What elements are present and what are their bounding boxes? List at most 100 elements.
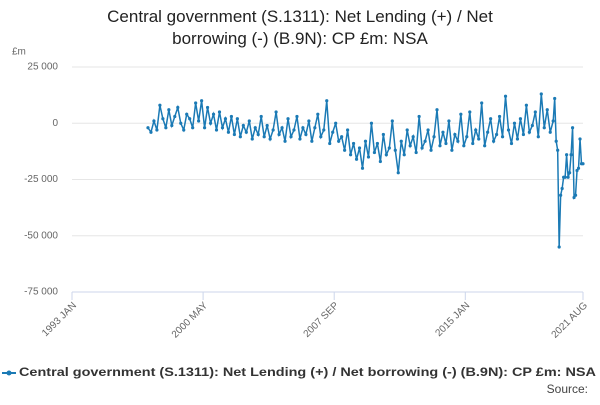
data-point	[262, 135, 266, 139]
data-point	[569, 153, 573, 157]
data-point	[512, 121, 517, 125]
y-tick-label: -50 000	[24, 230, 58, 241]
data-point	[492, 139, 496, 143]
y-tick-label: 0	[52, 118, 58, 129]
data-point	[298, 137, 302, 141]
data-point	[247, 119, 251, 123]
data-point	[256, 132, 260, 137]
data-point	[253, 126, 257, 130]
data-point	[497, 114, 502, 119]
data-point	[182, 128, 186, 132]
data-point	[200, 99, 204, 103]
data-point	[509, 141, 514, 146]
data-point	[226, 130, 231, 134]
data-point	[158, 103, 162, 107]
data-point	[396, 171, 400, 175]
data-point	[465, 135, 469, 139]
data-point	[581, 162, 585, 166]
data-point	[432, 135, 436, 139]
data-point	[438, 144, 442, 148]
data-point	[471, 141, 475, 146]
data-point	[366, 155, 371, 159]
data-point	[357, 146, 362, 150]
data-point	[500, 135, 505, 139]
data-point	[328, 141, 332, 146]
data-point	[462, 144, 466, 148]
data-point	[378, 159, 382, 164]
data-point	[393, 148, 397, 152]
data-point	[572, 195, 576, 200]
data-point	[322, 128, 326, 132]
data-point	[310, 139, 314, 143]
data-point	[486, 130, 490, 134]
data-point	[286, 117, 290, 121]
data-point	[565, 153, 569, 157]
data-point	[343, 148, 347, 152]
data-point	[575, 168, 579, 173]
data-point	[573, 193, 578, 197]
data-point	[556, 148, 560, 152]
data-line	[147, 93, 583, 248]
data-point	[164, 126, 168, 130]
data-point	[289, 135, 293, 139]
data-point	[559, 193, 563, 197]
data-point	[468, 110, 472, 114]
data-point	[548, 130, 552, 134]
data-point	[208, 121, 213, 125]
data-point	[167, 108, 171, 112]
data-point	[244, 130, 248, 134]
data-point	[405, 128, 409, 132]
data-point	[197, 119, 201, 123]
data-point	[570, 126, 575, 130]
data-point	[280, 126, 284, 130]
data-point	[429, 148, 433, 152]
data-point	[214, 128, 219, 132]
data-point	[518, 117, 523, 121]
data-point	[545, 108, 549, 112]
data-point	[553, 96, 557, 101]
data-point	[563, 175, 567, 179]
data-point	[399, 139, 403, 143]
data-point	[384, 153, 388, 157]
data-point	[211, 112, 216, 116]
data-point	[489, 117, 493, 121]
x-tick-label: 2015 JAN	[433, 300, 472, 339]
data-point	[542, 126, 546, 130]
data-point	[411, 135, 415, 139]
chart-title: Central government (S.1311): Net Lending…	[107, 7, 493, 48]
data-point	[346, 128, 350, 132]
data-point	[146, 126, 150, 130]
data-point	[578, 137, 582, 141]
data-point	[265, 123, 269, 128]
data-point	[176, 105, 180, 110]
data-point	[459, 112, 463, 116]
data-point	[369, 121, 374, 125]
data-point	[420, 146, 424, 150]
data-point	[483, 144, 487, 148]
data-point	[551, 119, 555, 123]
data-point	[372, 150, 377, 155]
data-point	[238, 135, 242, 139]
data-point	[539, 92, 543, 96]
data-point	[351, 141, 356, 146]
data-point	[503, 94, 508, 98]
data-point	[566, 175, 570, 179]
data-point	[450, 148, 454, 152]
data-point	[576, 166, 581, 170]
data-point	[530, 123, 534, 128]
x-tick-label: 2007 SEP	[302, 300, 342, 340]
data-point	[313, 126, 317, 130]
x-tick-label: 1993 JAN	[40, 300, 79, 339]
data-point	[340, 135, 344, 139]
data-point	[536, 135, 540, 139]
data-point	[229, 114, 234, 119]
y-unit: £m	[12, 47, 26, 58]
data-point	[235, 117, 239, 121]
data-point	[567, 171, 572, 175]
data-point	[173, 114, 177, 119]
x-tick-label: 2021 AUG	[550, 300, 591, 341]
data-point	[271, 128, 275, 132]
data-point	[557, 245, 561, 249]
y-tick-label: 25 000	[27, 62, 58, 73]
